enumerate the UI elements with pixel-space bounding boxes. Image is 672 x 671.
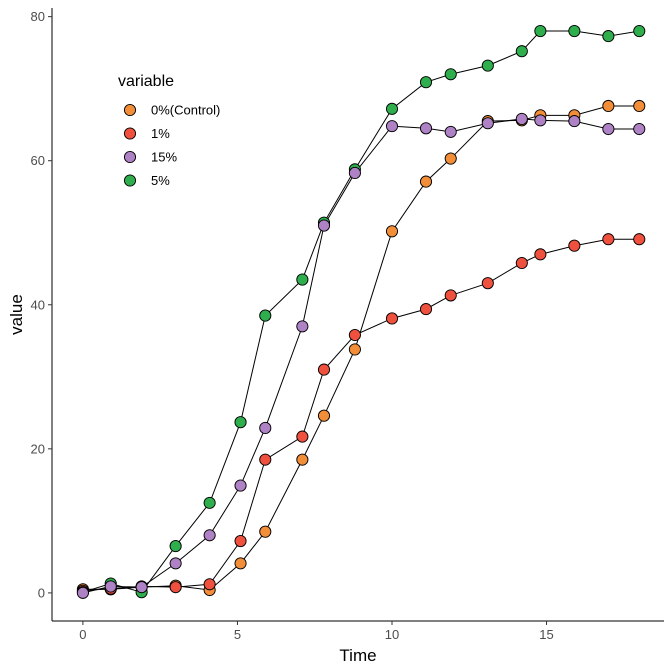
data-point: [317, 363, 331, 376]
data-point: [104, 580, 117, 593]
y-tick-label: 60: [31, 153, 45, 168]
data-point: [419, 76, 433, 89]
data-point: [317, 219, 331, 232]
series-line: [82, 238, 640, 592]
data-point: [568, 239, 581, 252]
data-point: [385, 120, 399, 133]
data-point: [296, 273, 309, 286]
legend: variable 0%(Control) 1% 15% 5%: [118, 73, 220, 188]
data-point: [602, 99, 615, 113]
legend-label: 1%: [151, 126, 170, 141]
x-axis-title: Time: [339, 646, 376, 665]
data-point: [515, 112, 528, 125]
data-point: [419, 303, 433, 316]
data-point: [203, 496, 216, 509]
data-point: [633, 25, 646, 38]
data-point: [259, 309, 272, 322]
data-point: [296, 320, 309, 333]
data-point: [602, 122, 615, 136]
data-point: [348, 328, 361, 342]
data-point: [633, 122, 646, 136]
data-point: [348, 166, 361, 180]
y-tick-label: 20: [31, 441, 45, 456]
data-point: [259, 453, 272, 466]
data-point: [203, 529, 216, 542]
legend-key: [123, 103, 137, 117]
y-axis-title: value: [7, 294, 26, 335]
data-point: [385, 102, 399, 115]
data-point: [481, 117, 494, 130]
data-point: [385, 312, 399, 325]
legend-label: 5%: [151, 173, 170, 188]
data-point: [296, 430, 309, 443]
data-point: [444, 125, 457, 138]
data-point: [534, 25, 547, 38]
y-tick-label: 0: [38, 585, 45, 600]
y-tick-label: 40: [31, 297, 45, 312]
axes: 0 20 40 60 80 0 5 10 15 Time value: [7, 8, 664, 665]
data-point: [419, 175, 433, 188]
series-line: [82, 118, 640, 594]
data-point: [419, 122, 433, 135]
data-point: [515, 256, 528, 270]
data-point: [633, 233, 646, 246]
data-point: [169, 540, 182, 553]
legend-key: [123, 127, 137, 140]
data-point: [444, 289, 457, 302]
data-point: [234, 416, 247, 429]
data-point: [259, 525, 272, 538]
y-tick-label: 80: [31, 9, 45, 24]
data-point: [169, 581, 182, 594]
data-point: [444, 68, 457, 81]
data-point: [259, 421, 272, 435]
data-point: [135, 581, 148, 594]
data-point: [481, 277, 494, 290]
data-point: [234, 479, 247, 492]
data-point: [234, 557, 247, 570]
series-layer: [76, 25, 646, 599]
x-tick-label: 0: [79, 627, 86, 642]
y-axis-ticks: 0 20 40 60 80: [31, 9, 52, 600]
legend-label: 15%: [151, 150, 177, 165]
data-point: [169, 557, 182, 570]
legend-key: [123, 174, 137, 187]
legend-title: variable: [118, 73, 174, 90]
x-tick-label: 10: [385, 627, 399, 642]
data-point: [568, 115, 581, 128]
data-point: [385, 225, 399, 238]
data-point: [534, 248, 547, 261]
legend-items: 0%(Control) 1% 15% 5%: [123, 103, 220, 188]
data-point: [444, 152, 457, 165]
data-point: [568, 25, 581, 38]
data-point: [234, 534, 247, 548]
data-point: [203, 578, 216, 591]
x-tick-label: 15: [539, 627, 553, 642]
data-point: [296, 453, 309, 466]
legend-key: [123, 150, 137, 164]
x-tick-label: 5: [234, 627, 241, 642]
legend-label: 0%(Control): [151, 103, 220, 118]
data-point: [348, 343, 361, 356]
data-point: [633, 99, 646, 113]
data-point: [317, 409, 331, 422]
data-point: [481, 59, 494, 72]
data-point: [602, 30, 615, 43]
data-point: [602, 233, 615, 246]
data-point: [534, 114, 547, 127]
data-point: [515, 45, 528, 58]
data-point: [76, 586, 89, 599]
x-axis-ticks: 0 5 10 15: [79, 621, 554, 642]
